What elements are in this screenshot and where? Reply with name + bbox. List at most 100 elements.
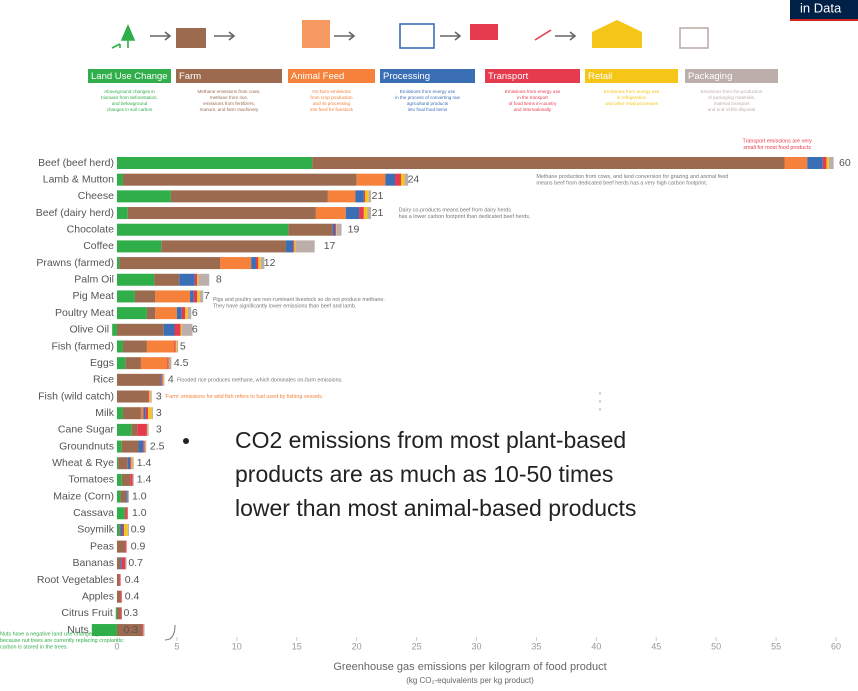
bar-segment	[359, 207, 364, 220]
bar-segment	[120, 490, 127, 503]
bar-segment	[198, 273, 210, 286]
bar-segment	[345, 207, 360, 220]
bar-segment	[220, 257, 252, 270]
total-label: 60	[839, 157, 851, 169]
bullet-dot	[183, 438, 189, 444]
bar-segment	[116, 357, 126, 370]
x-tick-label: 60	[831, 641, 841, 651]
category-label: Fish (wild catch)	[38, 390, 114, 402]
annotation: Flooded rice produces methane, which dom…	[177, 377, 343, 383]
bar-segment	[161, 373, 163, 386]
bar-segment	[168, 357, 169, 370]
x-tick-label: 55	[771, 641, 781, 651]
category-label: Fish (farmed)	[52, 340, 114, 352]
bar-segment	[295, 240, 315, 253]
annotation: Transport emissions are very	[743, 138, 813, 144]
category-label: Nuts	[67, 624, 89, 636]
legend-description: Emissions from the production	[701, 89, 763, 94]
bullet-text: lower than most animal-based products	[235, 495, 636, 521]
total-label: 1.0	[132, 507, 147, 519]
bar-segment	[115, 607, 117, 620]
bar-segment	[400, 173, 405, 186]
total-label: 0.4	[125, 590, 140, 602]
legend-description: changes in soil carbon	[107, 107, 153, 112]
bar-segment	[332, 223, 336, 236]
category-label: Tomatoes	[68, 474, 114, 486]
legend-description: biomass from deforestation,	[101, 95, 158, 100]
bar-segment	[199, 290, 204, 303]
bar-segment	[185, 307, 188, 320]
x-tick-label: 35	[531, 641, 541, 651]
bar-segment	[122, 407, 141, 420]
bar-segment	[116, 574, 120, 586]
bar-segment	[367, 207, 372, 220]
bar-segment	[294, 240, 296, 253]
bar-segment	[116, 207, 128, 220]
bar-segment	[116, 407, 123, 420]
bar-segment	[140, 407, 144, 420]
bar-segment	[355, 190, 364, 203]
bar-segment	[127, 523, 129, 536]
bar-segment	[122, 173, 357, 186]
legend-description: and other retail processes	[605, 101, 659, 106]
bar-segment	[807, 157, 823, 169]
category-label: Cane Sugar	[58, 424, 115, 436]
bar-segment	[170, 190, 328, 203]
annotation: small for most food products	[743, 145, 811, 151]
bar-segment	[116, 457, 119, 470]
x-axis-title: Greenhouse gas emissions per kilogram of…	[333, 661, 606, 673]
legend-swatch	[288, 69, 375, 83]
bar-segment	[174, 323, 181, 336]
icons	[111, 0, 858, 49]
annotation: because nut trees are currently replacin…	[0, 638, 125, 644]
annotation: means beef from dedicated beef herds has…	[536, 181, 707, 187]
total-label: 4	[168, 374, 174, 386]
x-tick-label: 5	[174, 641, 179, 651]
bar-segment	[132, 473, 134, 486]
legend-description: Emissions from energy use	[604, 89, 660, 94]
bar-segment	[121, 473, 131, 486]
total-label: 3	[156, 424, 162, 436]
legend-label: Processing	[383, 71, 430, 82]
bar-segment	[127, 490, 129, 503]
bullet-backdrop	[176, 418, 858, 558]
category-label: Maize (Corn)	[53, 490, 114, 502]
bar-segment	[288, 223, 333, 236]
bar-segment	[116, 257, 120, 270]
bar-segment	[174, 340, 176, 353]
legend-description: in refrigeration	[617, 95, 647, 100]
bar-segment	[151, 407, 153, 420]
legend-description: agricultural products	[407, 101, 449, 106]
bar-segment	[127, 207, 316, 220]
bar-segment	[116, 273, 155, 286]
bar-segment	[116, 340, 123, 353]
bar-segment	[125, 357, 141, 370]
total-label: 1.4	[137, 457, 152, 469]
bar-segment	[125, 557, 127, 570]
x-tick-label: 0	[114, 641, 119, 651]
bar-segment	[146, 423, 148, 436]
bar-segment	[181, 323, 193, 336]
bar-segment	[163, 323, 175, 336]
bar-segment	[160, 373, 162, 386]
bar-segment	[363, 190, 366, 203]
bar-segment	[116, 173, 123, 186]
legend-label: Farm	[179, 71, 201, 82]
category-label: Pig Meat	[73, 290, 115, 302]
bullet-text: CO2 emissions from most plant-based	[235, 427, 626, 453]
legend-label: Land Use Change	[91, 71, 168, 82]
bar-segment	[143, 440, 145, 453]
total-label: 12	[264, 257, 276, 269]
category-label: Bananas	[73, 557, 114, 569]
bar-segment	[285, 240, 294, 253]
total-label: 6	[192, 307, 198, 319]
total-label: 3	[156, 407, 162, 419]
bar-segment	[116, 490, 121, 503]
bar-segment	[179, 273, 195, 286]
legend-description: in the transport	[517, 95, 548, 100]
bar-segment	[116, 624, 143, 637]
bar-segment	[91, 624, 117, 637]
total-label: 0.4	[125, 574, 140, 586]
annotation: Nuts have a negative land use change fig…	[0, 631, 107, 637]
bar-segment	[176, 340, 179, 353]
